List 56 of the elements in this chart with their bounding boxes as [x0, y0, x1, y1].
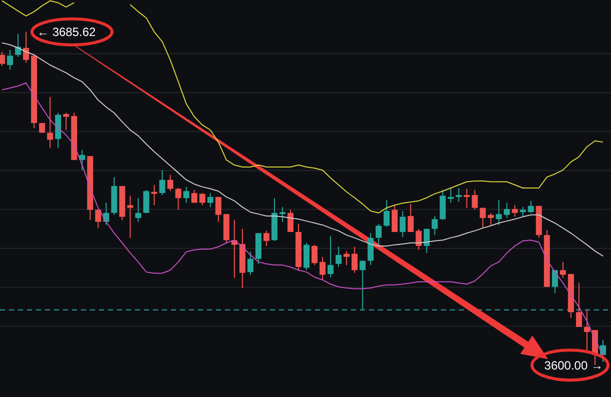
candlestick — [416, 228, 422, 250]
candlestick — [600, 340, 606, 362]
candlestick — [199, 192, 206, 206]
candlestick — [488, 212, 494, 226]
candlestick — [312, 244, 318, 266]
candlestick — [95, 209, 102, 229]
candlestick — [15, 33, 22, 58]
candlestick — [560, 261, 566, 278]
candlestick — [352, 246, 358, 274]
candlestick — [432, 216, 438, 236]
candlestick — [496, 200, 502, 226]
candlestick — [576, 282, 582, 328]
candlestick — [440, 189, 446, 220]
candlestick — [480, 207, 486, 229]
candlestick — [7, 49, 14, 70]
candlestick — [175, 187, 182, 210]
candlestick — [456, 187, 462, 203]
annotation: ← 3685.62 — [37, 25, 96, 40]
candlestick — [408, 203, 414, 232]
candlestick — [528, 200, 534, 214]
candlestick — [23, 31, 30, 64]
candlestick — [63, 112, 70, 130]
candlestick — [320, 256, 326, 280]
candlestick — [287, 209, 294, 232]
candlestick — [263, 230, 270, 246]
candlestick — [135, 198, 142, 222]
candlestick — [376, 223, 382, 246]
candlestick — [159, 170, 166, 196]
candlestick — [400, 210, 406, 238]
candlestick — [384, 200, 390, 228]
candlestick — [167, 174, 174, 192]
candlestick — [304, 242, 310, 271]
candlestick — [392, 204, 398, 232]
candlestick — [344, 250, 350, 266]
candlestick — [552, 270, 558, 294]
candlestick — [368, 232, 374, 266]
candlestick — [247, 251, 254, 276]
candlestick — [464, 188, 470, 208]
candlestick — [328, 235, 334, 278]
candlestick — [472, 189, 478, 210]
candlestick — [151, 184, 158, 206]
candlestick — [512, 204, 518, 218]
candlestick — [584, 309, 590, 352]
candlestick — [127, 195, 134, 238]
candlestick — [279, 206, 286, 222]
candlestick — [143, 189, 150, 214]
candlestick — [336, 246, 342, 268]
candlestick — [0, 51, 5, 66]
candlestick — [183, 186, 190, 204]
candlestick — [207, 192, 214, 208]
annotation: 3600.00 → — [544, 358, 603, 372]
candlestick — [191, 189, 198, 204]
candlestick — [504, 202, 510, 218]
candlestick — [215, 196, 222, 222]
candlestick — [448, 187, 454, 204]
candlestick — [47, 96, 54, 148]
